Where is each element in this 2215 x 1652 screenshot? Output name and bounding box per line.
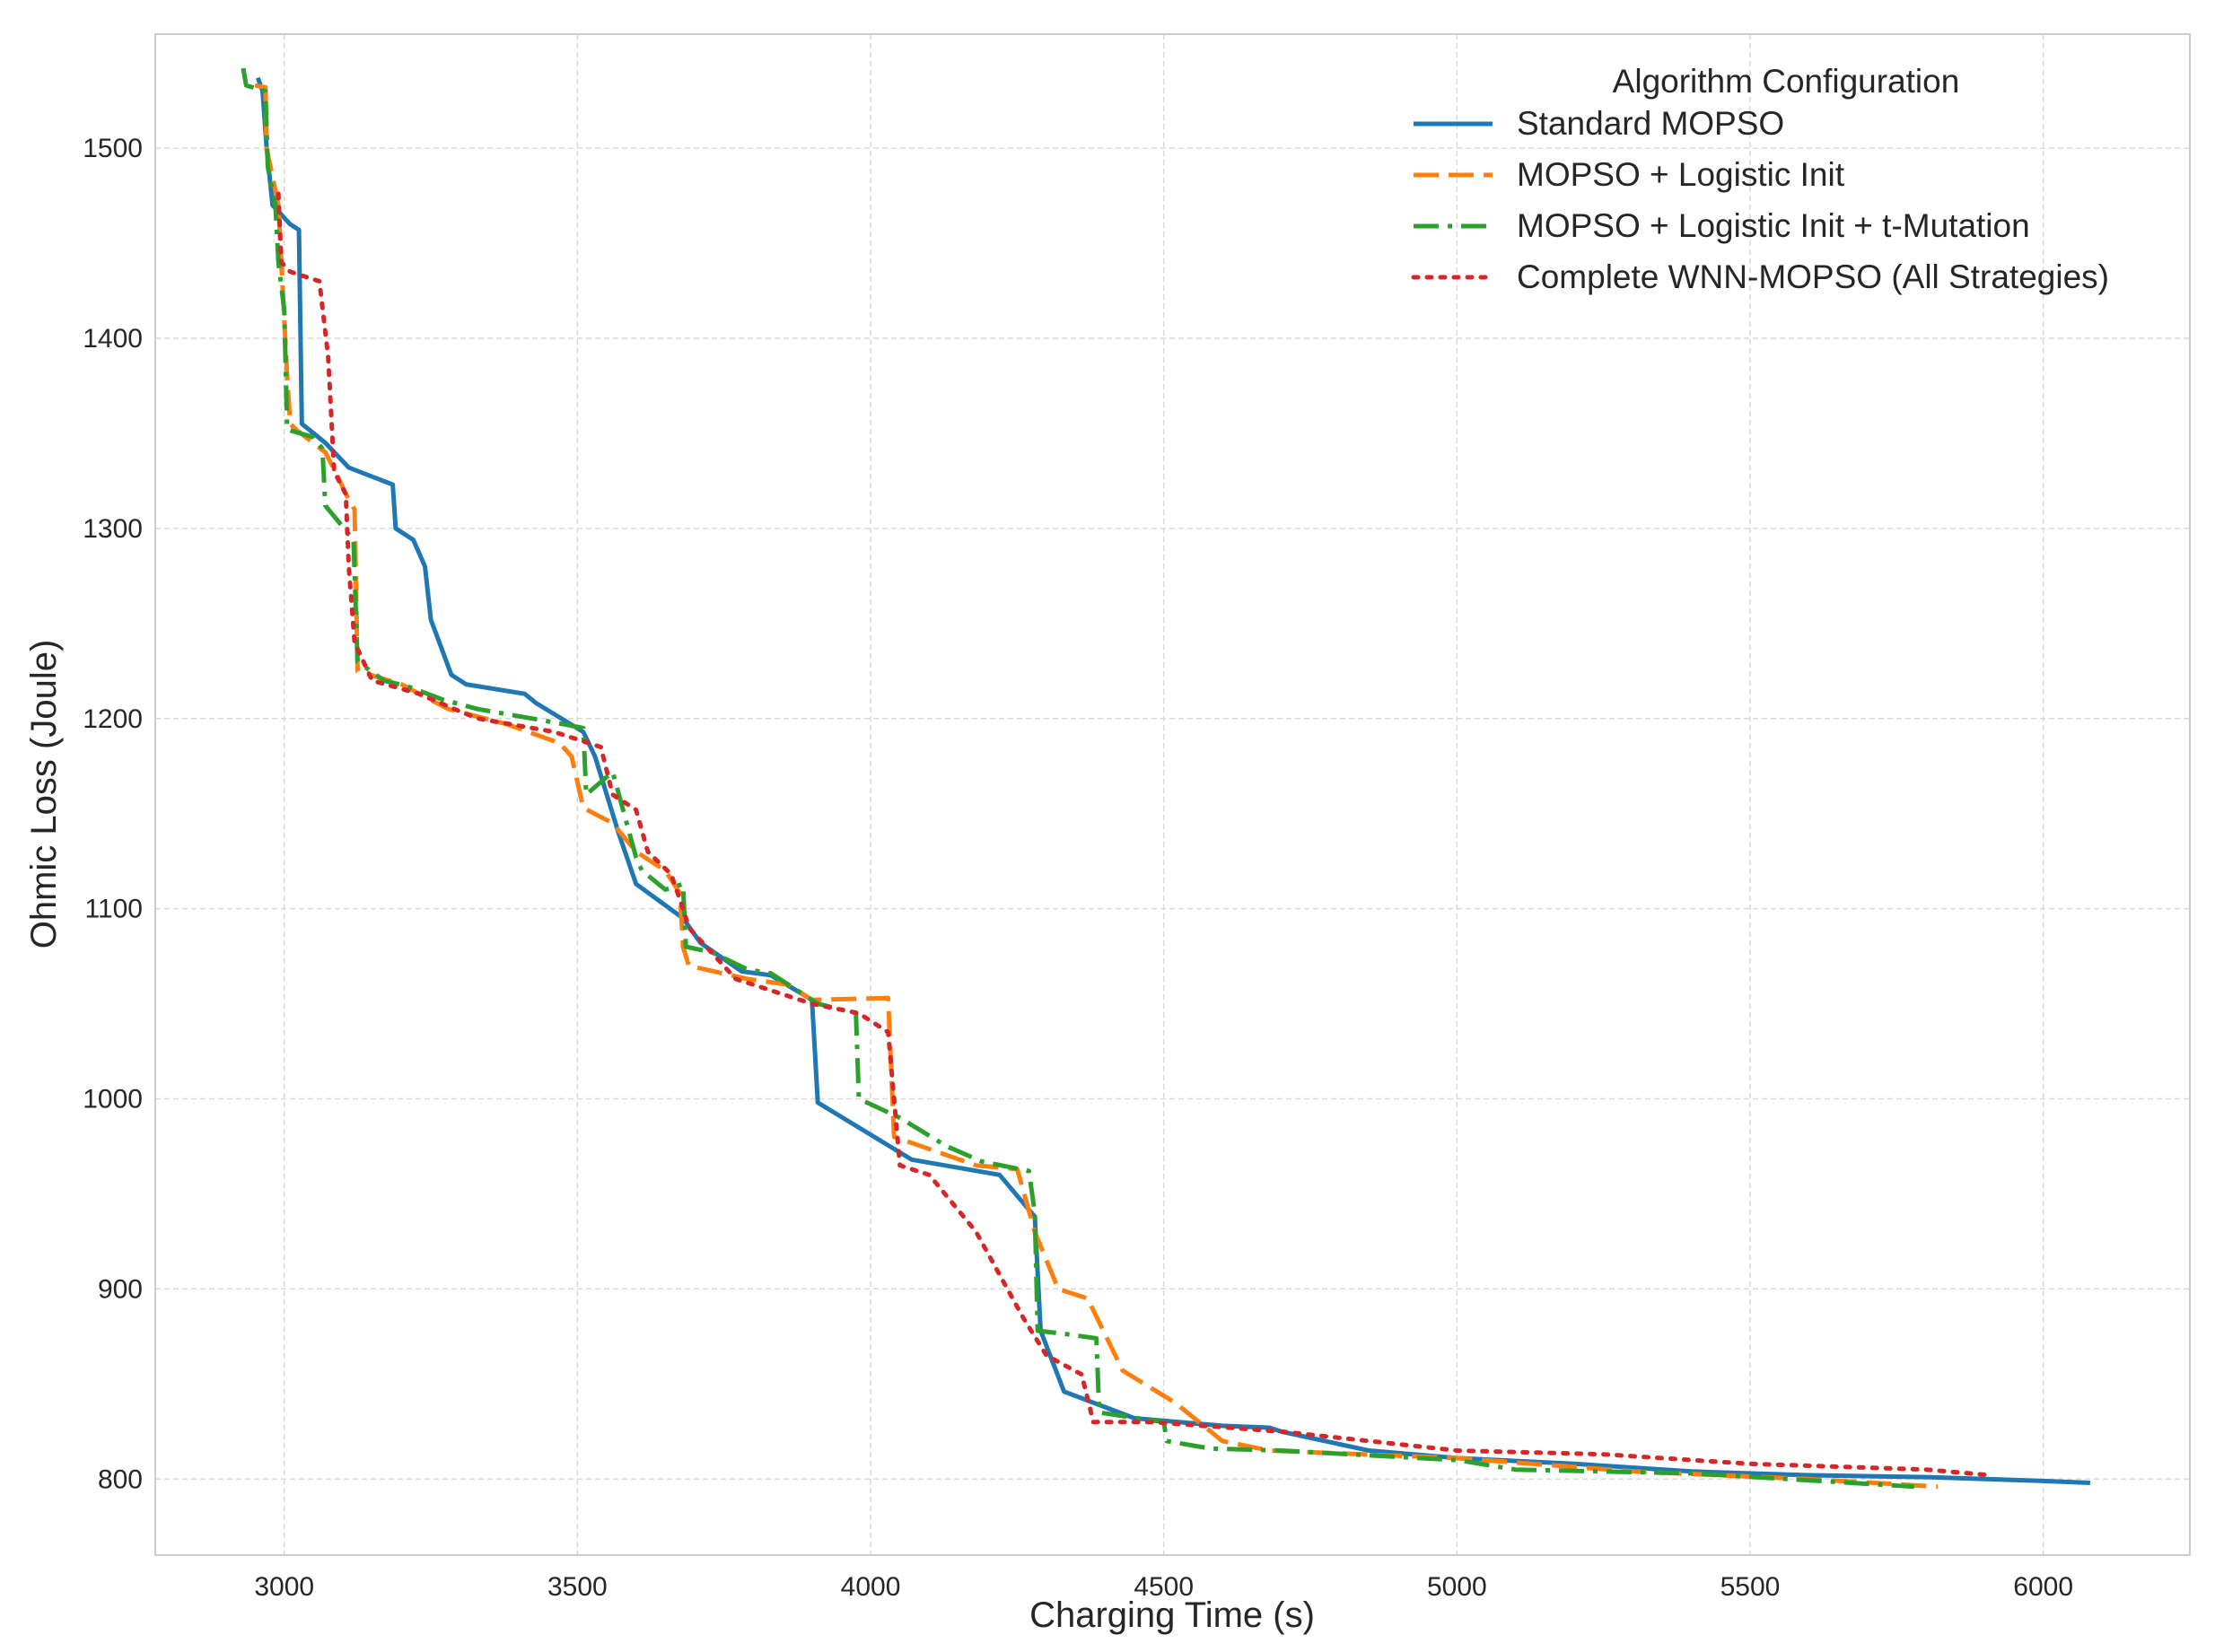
x-tick-labels: 3000 3500 4000 4500 5000 5500 6000 (254, 1572, 2073, 1602)
legend-item-1: Standard MOPSO (1414, 105, 1784, 142)
legend-label: Complete WNN-MOPSO (All Strategies) (1517, 258, 2109, 295)
legend-label: MOPSO + Logistic Init (1517, 156, 1845, 193)
legend-label: MOPSO + Logistic Init + t-Mutation (1517, 207, 2030, 244)
y-tick-label: 1000 (83, 1085, 143, 1114)
y-tick-label: 1200 (83, 704, 143, 734)
grid-lines (155, 34, 2190, 1555)
y-tick-label: 800 (98, 1464, 143, 1494)
x-tick-label: 3500 (547, 1572, 608, 1602)
y-tick-label: 1400 (83, 324, 143, 354)
legend-label: Standard MOPSO (1517, 105, 1784, 142)
series-line-4 (276, 191, 1993, 1478)
y-tick-label: 900 (98, 1274, 143, 1304)
legend: Algorithm Configuration Standard MOPSO MO… (1411, 63, 2109, 295)
legend-title: Algorithm Configuration (1613, 63, 1960, 100)
x-tick-label: 6000 (2013, 1572, 2073, 1602)
x-tick-label: 3000 (254, 1572, 314, 1602)
x-tick-label: 4500 (1134, 1572, 1194, 1602)
x-axis-label: Charging Time (s) (1029, 1595, 1315, 1635)
series-lines (241, 67, 2091, 1490)
y-tick-label: 1500 (83, 134, 143, 163)
y-tick-label: 1300 (83, 514, 143, 544)
x-tick-label: 4000 (841, 1572, 901, 1602)
plot-area-frame (154, 33, 2191, 1556)
x-tick-label: 5500 (1720, 1572, 1781, 1602)
legend-item-2: MOPSO + Logistic Init (1414, 156, 1845, 193)
x-tick-label: 5000 (1427, 1572, 1487, 1602)
y-axis-label: Ohmic Loss (Joule) (24, 640, 64, 949)
y-tick-label: 1100 (84, 895, 143, 924)
legend-item-4: Complete WNN-MOPSO (All Strategies) (1411, 258, 2109, 295)
legend-item-3: MOPSO + Logistic Init + t-Mutation (1414, 207, 2030, 244)
y-tick-labels: 800 900 1000 1100 1200 1300 1400 1500 (83, 134, 143, 1494)
